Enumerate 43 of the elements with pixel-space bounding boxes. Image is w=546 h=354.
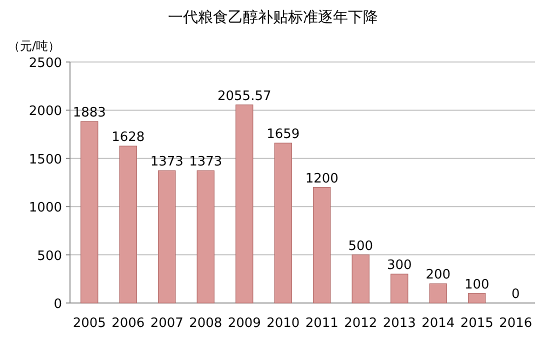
bar [236,104,254,304]
data-label: 0 [511,287,520,302]
bar [119,146,137,304]
data-label: 2055.57 [217,88,272,104]
data-label: 1373 [150,154,184,170]
x-tick-label: 2008 [189,316,222,331]
bar [390,274,408,304]
data-label: 1200 [305,171,338,186]
bar [429,283,447,304]
x-tick-label: 2010 [266,316,300,331]
data-label: 1883 [72,105,106,120]
x-tick-label: 2007 [150,316,184,331]
data-label: 300 [386,258,412,274]
y-tick-label: 2500 [28,56,62,71]
bar [196,170,214,304]
bar [158,170,176,304]
x-tick-label: 2011 [305,316,338,331]
y-axis-title: （元/吨） [8,39,60,53]
data-label: 1659 [266,127,300,142]
data-label: 500 [348,238,374,254]
y-tick-label: 0 [54,297,62,312]
bar [352,254,370,304]
bar [80,121,98,304]
y-tick-label: 1000 [28,200,62,216]
bar [313,187,331,304]
x-tick-label: 2013 [382,316,416,331]
y-tick-label: 1500 [28,152,62,168]
x-tick-label: 2015 [460,316,494,331]
bar [468,293,486,304]
data-label: 100 [464,277,490,292]
x-tick-label: 2005 [72,316,106,331]
data-label: 1373 [189,154,222,170]
bar [274,142,292,304]
x-tick-label: 2012 [344,316,378,331]
y-tick-label: 2000 [28,104,62,120]
x-tick-label: 2009 [228,316,261,331]
x-tick-label: 2006 [112,316,145,331]
data-label: 200 [426,268,451,283]
data-label: 1628 [112,130,145,146]
y-tick-label: 500 [37,248,62,264]
x-tick-label: 2014 [422,316,455,331]
chart-title: 一代粮食乙醇补贴标准逐年下降 [168,8,378,26]
x-tick-label: 2016 [499,316,532,331]
